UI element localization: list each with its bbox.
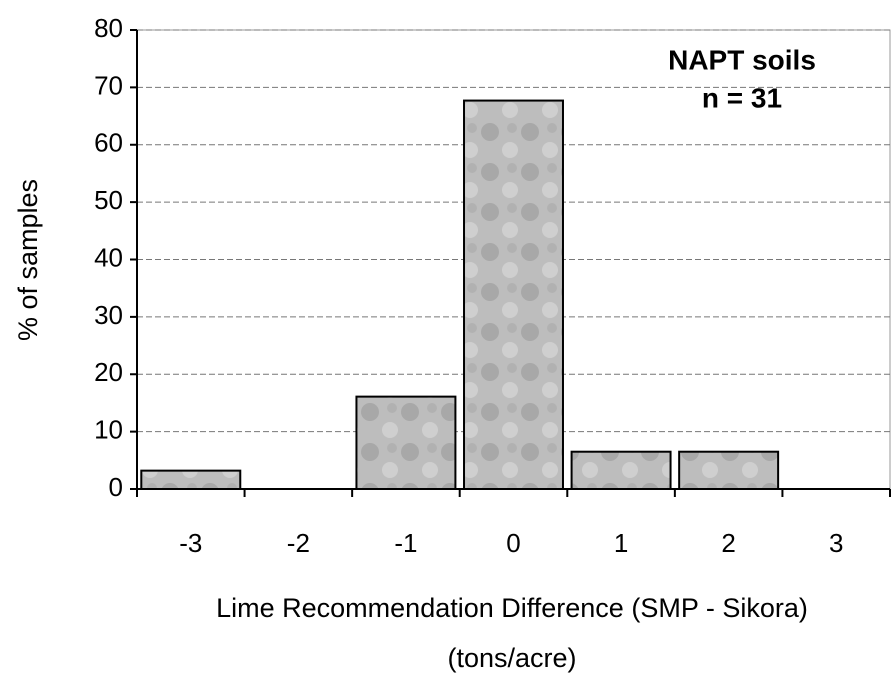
bar (355, 395, 457, 490)
x-tick-label: -2 (287, 528, 310, 558)
x-tick-label: 1 (614, 528, 628, 558)
annotation: n = 31 (702, 82, 782, 113)
annotation: NAPT soils (668, 44, 816, 75)
y-tick-label: 40 (94, 242, 123, 272)
x-tick-label: 0 (506, 528, 520, 558)
x-axis-label: (tons/acre) (447, 643, 576, 673)
bar (570, 450, 672, 490)
x-tick-label: -3 (179, 528, 202, 558)
y-tick-label: 0 (109, 472, 123, 502)
y-tick-label: 80 (94, 13, 123, 43)
x-tick-label: 2 (721, 528, 735, 558)
y-tick-label: 60 (94, 128, 123, 158)
y-axis-label: % of samples (13, 179, 43, 341)
y-tick-label: 10 (94, 415, 123, 445)
bar (140, 469, 242, 491)
bar (463, 99, 564, 490)
bar (678, 450, 780, 490)
x-axis-label: Lime Recommendation Difference (SMP - Si… (216, 593, 808, 623)
y-tick-label: 70 (94, 70, 123, 100)
y-tick-label: 50 (94, 185, 123, 215)
x-tick-label: -1 (394, 528, 417, 558)
y-tick-label: 20 (94, 357, 123, 387)
x-tick-label: 3 (829, 528, 843, 558)
y-tick-label: 30 (94, 300, 123, 330)
